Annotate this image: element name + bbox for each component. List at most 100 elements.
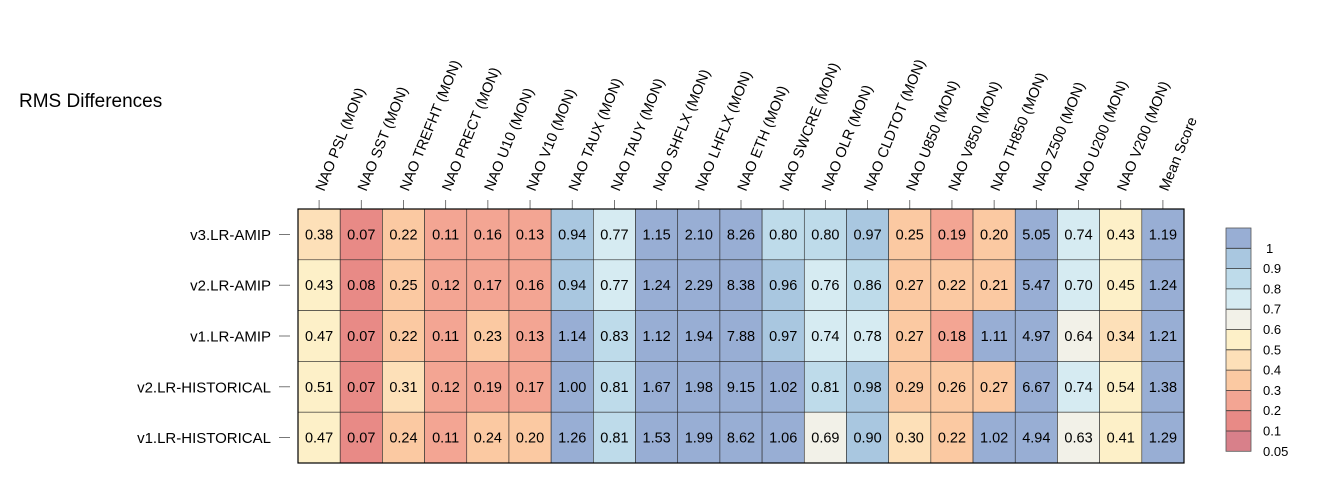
colorbar-tick-label: 0.4 (1263, 363, 1281, 378)
heatmap-cell (972, 208, 1016, 261)
heatmap-cell (466, 361, 510, 413)
heatmap-cell (846, 259, 889, 311)
cell-value-label: 1.24 (643, 278, 671, 294)
cell-value-label: 0.77 (600, 227, 628, 243)
colorbar-tick-label: 0.05 (1263, 444, 1288, 459)
cell-value-label: 1.26 (558, 431, 586, 447)
cell-value-label: 0.29 (896, 380, 924, 396)
cell-value-label: 0.64 (1064, 329, 1092, 345)
heatmap-cell (1141, 310, 1185, 362)
cell-value-label: 0.22 (938, 278, 966, 294)
cell-value-label: 0.63 (1064, 431, 1092, 447)
cell-value-label: 0.94 (558, 278, 586, 294)
heatmap-cell (761, 310, 805, 362)
heatmap-cell (761, 411, 805, 464)
colorbar-swatch (1226, 288, 1251, 310)
heatmap-cell (1099, 310, 1143, 362)
cell-value-label: 0.19 (474, 380, 502, 396)
heatmap-cell (339, 208, 383, 261)
heatmap-cell (424, 361, 468, 413)
cell-value-label: 2.29 (685, 278, 713, 294)
cell-value-label: 0.54 (1107, 380, 1135, 396)
cell-value-label: 0.47 (305, 431, 333, 447)
cell-value-label: 7.88 (727, 329, 755, 345)
colorbar-tick-label: 0.2 (1263, 403, 1281, 418)
row-label: v2.LR-AMIP (190, 278, 271, 295)
cell-value-label: 1.38 (1149, 380, 1177, 396)
cell-value-label: 0.07 (347, 329, 375, 345)
cell-value-label: 0.97 (769, 329, 797, 345)
cell-value-label: 6.67 (1022, 380, 1050, 396)
cell-value-label: 4.94 (1022, 431, 1050, 447)
cell-value-label: 0.77 (600, 278, 628, 294)
heatmap-cell (550, 208, 594, 261)
cell-value-label: 0.16 (516, 278, 544, 294)
heatmap-cell (382, 411, 425, 464)
heatmap-cell (635, 259, 679, 311)
heatmap-cell (508, 259, 552, 311)
cell-value-label: 0.47 (305, 329, 333, 345)
heatmap-cell (635, 310, 679, 362)
row-label: v1.LR-HISTORICAL (137, 430, 271, 447)
heatmap-cell (761, 259, 805, 311)
cell-value-label: 0.24 (389, 431, 417, 447)
colorbar-tick-label: 0.6 (1263, 322, 1281, 337)
heatmap-cell (382, 208, 425, 261)
heatmap-cell (550, 411, 594, 464)
row-label: v3.LR-AMIP (190, 227, 271, 244)
column-label: Mean Score (1157, 115, 1201, 193)
cell-value-label: 0.20 (516, 431, 544, 447)
heatmap-cell (1057, 259, 1100, 311)
colorbar-swatch (1226, 390, 1251, 411)
heatmap-frame (297, 208, 1185, 464)
cell-value-label: 0.45 (1107, 278, 1135, 294)
cell-value-label: 0.22 (389, 329, 417, 345)
heatmap-cell (508, 361, 552, 413)
cell-value-label: 0.98 (853, 380, 881, 396)
heatmap-cell (930, 208, 974, 261)
heatmap-cell (424, 411, 468, 464)
colorbar-swatch (1226, 370, 1251, 391)
cell-value-label: 0.17 (474, 278, 502, 294)
cell-value-label: 0.81 (811, 380, 839, 396)
heatmap-cell (1141, 411, 1185, 464)
cell-value-label: 0.27 (896, 329, 924, 345)
cell-value-label: 0.86 (853, 278, 881, 294)
heatmap-cell (1057, 310, 1100, 362)
heatmap-cell (466, 208, 510, 261)
cell-value-label: 0.81 (600, 380, 628, 396)
cell-value-label: 0.31 (389, 380, 417, 396)
cell-value-label: 0.26 (938, 380, 966, 396)
cell-value-label: 1.53 (643, 431, 671, 447)
colorbar-frame (1225, 227, 1252, 452)
heatmap-cell (1141, 361, 1185, 413)
colorbar: 1 0.9 0.8 0.7 0.6 0.5 0.4 0.3 0.2 0.1 0.05 (1225, 227, 1288, 459)
cell-value-label: 0.43 (305, 278, 333, 294)
heatmap-cell (508, 411, 552, 464)
cell-value-label: 0.24 (474, 431, 502, 447)
heatmap-cell (1057, 411, 1100, 464)
heatmap-cell (1099, 361, 1143, 413)
heatmap-cell (382, 361, 425, 413)
cell-value-label: 0.20 (980, 227, 1008, 243)
colorbar-tick-label: 1 (1266, 241, 1273, 256)
colorbar-tick-label: 0.1 (1263, 424, 1281, 439)
heatmap-cell (339, 310, 383, 362)
cell-value-label: 1.99 (685, 431, 713, 447)
cell-value-label: 0.13 (516, 227, 544, 243)
heatmap-cell (1099, 208, 1143, 261)
cell-value-label: 0.97 (853, 227, 881, 243)
heatmap-cell (888, 259, 932, 311)
cell-value-label: 1.02 (769, 380, 797, 396)
cell-value-label: 0.43 (1107, 227, 1135, 243)
cell-value-label: 0.78 (853, 329, 881, 345)
colorbar-swatch (1226, 248, 1251, 269)
cell-value-label: 5.47 (1022, 278, 1050, 294)
heatmap-cell (803, 310, 847, 362)
column-labels: NAO PSL (MON)NAO SST (MON)NAO TREFHT (MO… (313, 57, 1201, 209)
heatmap-cell (593, 310, 636, 362)
cell-value-label: 0.27 (896, 278, 924, 294)
colorbar-tick-label: 0.7 (1263, 302, 1281, 317)
cell-value-label: 0.07 (347, 431, 375, 447)
cell-value-label: 0.18 (938, 329, 966, 345)
